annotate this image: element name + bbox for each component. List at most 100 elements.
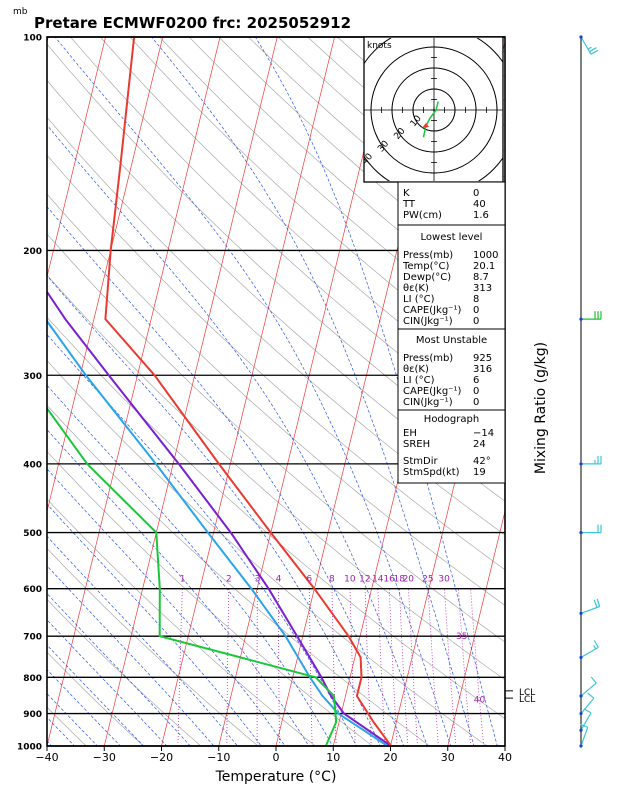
dry-adiabat	[47, 404, 431, 746]
mixing-ratio-label: 1	[180, 575, 186, 585]
index-top-value: 40	[473, 199, 486, 210]
wind-barb-dot	[579, 744, 583, 748]
moist-adiabat	[47, 593, 191, 746]
reference-profile-line	[47, 319, 389, 746]
mixing-ratio-line	[470, 588, 485, 746]
parcel-line	[47, 290, 392, 746]
index-box-top	[397, 181, 506, 226]
dry-adiabat	[515, 37, 618, 761]
dry-adiabat	[47, 274, 505, 681]
wind-barb-flag	[589, 47, 597, 53]
x-tick-label: 40	[498, 751, 512, 764]
wind-barb	[579, 598, 601, 615]
wind-barb-dot	[579, 728, 583, 732]
wind-barb-dot	[579, 530, 583, 535]
isotherm	[47, 37, 164, 513]
dry-adiabat	[47, 360, 488, 746]
index-top-label: TT	[402, 199, 416, 210]
dry-adiabat	[47, 233, 505, 643]
dry-adiabat	[47, 706, 87, 746]
temperature-line	[104, 37, 392, 746]
moist-adiabat	[47, 206, 405, 746]
wind-barb	[579, 692, 595, 716]
wind-barb	[579, 676, 597, 698]
pressure-tick-label: 400	[23, 460, 42, 470]
mixing-ratio-label: 6	[306, 575, 312, 585]
wind-barb-shaft	[580, 726, 589, 747]
moist-adiabat	[47, 716, 75, 746]
pressure-tick-label: 800	[23, 674, 42, 684]
x-tick-label: 10	[326, 751, 340, 764]
lowest-level-header: Lowest level	[421, 232, 483, 243]
most-unstable-value: 0	[473, 386, 479, 397]
dry-adiabat	[47, 43, 505, 469]
mixing-ratio-line	[427, 588, 439, 746]
most-unstable-label: θε(K)	[403, 364, 429, 375]
wind-barb-dot	[579, 655, 583, 660]
pressure-tick-label: 1000	[17, 743, 42, 753]
dry-adiabat	[47, 498, 316, 746]
wind-barb-flag	[590, 676, 597, 684]
pressure-tick-label: 700	[23, 633, 42, 643]
wind-barb-flag	[593, 645, 597, 650]
moist-adiabat	[47, 565, 215, 746]
pressure-tick-label: 200	[23, 247, 42, 257]
dry-adiabat	[47, 598, 202, 746]
most-unstable-label: LI (°C)	[403, 375, 435, 386]
wind-barb-flag	[587, 46, 592, 50]
wind-barb-flag	[593, 599, 598, 608]
lowest-level-label: CAPE(Jkg⁻¹)	[403, 305, 461, 316]
wind-barb-flag	[580, 723, 589, 728]
wind-barb-flag	[587, 692, 595, 699]
dry-adiabat	[47, 116, 505, 536]
pressure-tick-label: 900	[23, 710, 42, 720]
moist-adiabat	[47, 275, 381, 746]
hodograph-index-value: 24	[473, 439, 486, 450]
x-tick-label: 30	[441, 751, 455, 764]
wind-barb-flag	[596, 598, 601, 607]
hodograph-index-value: 42°	[473, 456, 491, 467]
isotherm	[559, 21, 618, 761]
wind-barb-shaft	[580, 605, 601, 614]
x-tick-label: 20	[384, 751, 398, 764]
wind-barb-dot	[579, 694, 583, 698]
pressure-tick-label: 600	[23, 585, 42, 595]
moist-adiabat	[47, 468, 286, 746]
wind-barb-flag	[593, 640, 599, 648]
x-tick-label: −10	[207, 751, 230, 764]
moist-adiabat	[151, 37, 475, 746]
mixing-ratio-line	[408, 588, 418, 746]
lowest-level-label: Dewp(°C)	[403, 272, 451, 283]
hodograph-trace	[422, 101, 439, 138]
wind-barb-shaft	[580, 682, 597, 697]
most-unstable-header: Most Unstable	[416, 335, 487, 346]
mixing-ratio-label: 20	[403, 575, 415, 585]
lowest-level-value: 0	[473, 305, 479, 316]
index-table: K 0 TT 40 PW(cm) 1.6 Lowest level Press(mb) 1000…	[397, 181, 506, 484]
moist-adiabat	[47, 619, 168, 746]
dry-adiabat	[47, 154, 505, 571]
dry-adiabat	[47, 651, 145, 746]
wind-barb-dot	[579, 35, 583, 39]
index-top-value: 0	[473, 188, 479, 199]
mixing-ratio-label: 25	[422, 575, 433, 585]
wind-barb-dot	[579, 611, 583, 615]
mixing-ratio-axis-title: Mixing Ratio (g/kg)	[533, 342, 549, 474]
hodograph-ring-label: 40	[360, 152, 375, 167]
dry-adiabat	[70, 37, 505, 437]
index-top-label: PW(cm)	[403, 210, 442, 221]
moist-adiabat	[47, 669, 121, 746]
storm-motion-marker	[422, 123, 429, 128]
moist-adiabat	[47, 644, 145, 746]
moist-adiabat	[47, 333, 357, 746]
lowest-level-value: 313	[473, 283, 492, 294]
moist-adiabat	[255, 37, 498, 746]
mixing-ratio-line	[377, 588, 386, 746]
wind-barb-shaft	[580, 697, 595, 714]
pressure-tick-label: 100	[23, 34, 42, 44]
dewpoint-line	[47, 406, 338, 746]
isotherm	[47, 37, 221, 746]
mixing-ratio-label: 3	[255, 575, 261, 585]
